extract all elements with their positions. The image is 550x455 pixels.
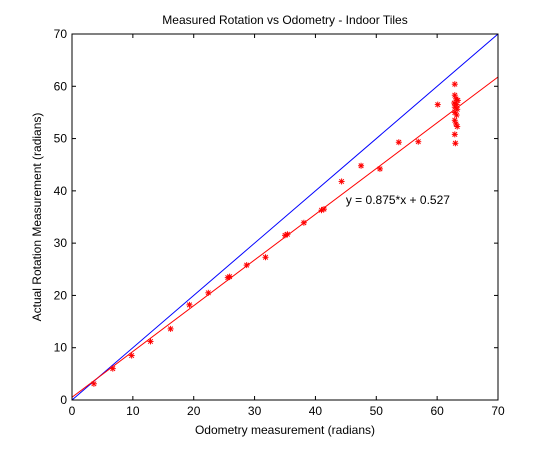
x-tick-label: 10 (126, 404, 140, 418)
data-point (376, 165, 383, 172)
data-point (451, 131, 458, 138)
data-point (90, 380, 97, 387)
data-point (226, 273, 233, 280)
data-point (415, 138, 422, 145)
data-point (284, 231, 291, 238)
axis-ticks: 0 10 20 30 40 50 60 70 0 10 20 30 40 50 60 70 (54, 27, 505, 418)
data-point (338, 178, 345, 185)
x-tick-label: 60 (430, 404, 444, 418)
data-point (320, 206, 327, 213)
data-point (452, 140, 459, 147)
data-point (109, 365, 116, 372)
x-axis-label: Odometry measurement (radians) (195, 423, 375, 437)
data-point (147, 338, 154, 345)
data-point (454, 123, 461, 130)
y-tick-label: 70 (54, 27, 68, 41)
data-point (434, 101, 441, 108)
plot-frame (71, 33, 499, 401)
x-tick-label: 40 (309, 404, 323, 418)
x-tick-label: 0 (69, 404, 76, 418)
y-tick-label: 10 (54, 341, 68, 355)
data-point (358, 162, 365, 169)
data-point (453, 112, 460, 119)
y-axis-label: Actual Rotation Measurement (radians) (30, 113, 44, 322)
data-point (167, 325, 174, 332)
y-tick-label: 0 (60, 393, 67, 407)
x-tick-label: 30 (248, 404, 262, 418)
y-tick-label: 60 (54, 79, 68, 93)
data-point (453, 120, 460, 127)
fit-equation-annotation: y = 0.875*x + 0.527 (346, 193, 450, 207)
data-point (205, 289, 212, 296)
x-tick-label: 50 (370, 404, 384, 418)
data-points (90, 81, 461, 387)
data-point (451, 81, 458, 88)
data-point (128, 352, 135, 359)
y-tick-label: 30 (54, 236, 68, 250)
y-tick-label: 40 (54, 184, 68, 198)
reference-line-0 (71, 33, 499, 401)
data-point (262, 254, 269, 261)
y-tick-label: 50 (54, 132, 68, 146)
x-tick-label: 20 (187, 404, 201, 418)
data-point (300, 219, 307, 226)
data-point (243, 262, 250, 269)
data-point (186, 301, 193, 308)
x-tick-label: 70 (491, 404, 505, 418)
data-point (395, 139, 402, 146)
y-tick-label: 20 (54, 288, 68, 302)
chart-title: Measured Rotation vs Odometry - Indoor T… (162, 13, 407, 27)
data-point (454, 97, 461, 104)
